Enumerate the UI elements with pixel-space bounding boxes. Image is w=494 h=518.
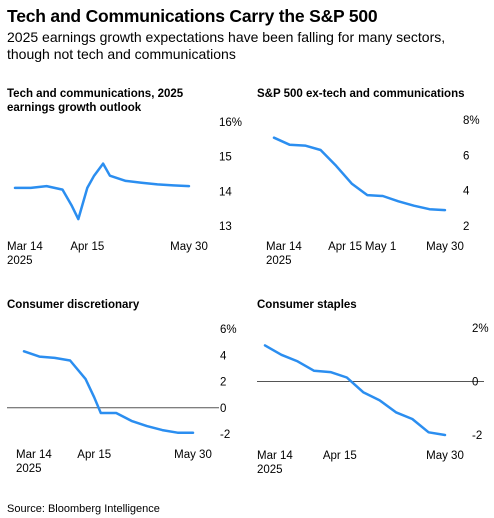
x-tick-label: Mar 14 2025 bbox=[266, 241, 302, 267]
panel-title: Consumer discretionary bbox=[7, 299, 140, 311]
panel-consumer-discretionary: Consumer discretionary 6% 4 2 0 -2 Mar 14 2025… bbox=[7, 298, 247, 488]
x-tick-label: Apr 15 bbox=[328, 241, 362, 253]
chart-svg: 6% 4 2 0 -2 Mar 14 2025 Apr 15 May 30 bbox=[7, 324, 237, 475]
series-line bbox=[22, 350, 195, 434]
y-tick-label: -2 bbox=[220, 429, 230, 441]
chart-svg: 16% 15 14 13 Mar 14 2025 Apr 15 May 30 bbox=[7, 117, 242, 267]
y-tick-label: 16% bbox=[219, 117, 242, 129]
y-tick-label: 2 bbox=[463, 221, 469, 233]
chart-svg: 2% 0 -2 Mar 14 2025 Apr 15 May 30 bbox=[257, 323, 489, 476]
panel-title: Tech and communications, 2025 earnings g… bbox=[7, 88, 184, 114]
x-tick-label: May 30 bbox=[170, 241, 208, 253]
panel-title: Consumer staples bbox=[257, 299, 357, 311]
series-line bbox=[263, 344, 447, 437]
y-tick-label: 0 bbox=[472, 377, 478, 389]
y-tick-label: 6 bbox=[463, 150, 469, 162]
y-tick-label: 6% bbox=[220, 324, 237, 336]
panel-sp500-ex-tech: S&P 500 ex-tech and communications 8% 6 4 2… bbox=[257, 87, 487, 277]
y-tick-label: 8% bbox=[463, 115, 480, 127]
x-tick-label: May 30 bbox=[426, 241, 464, 253]
y-tick-label: 15 bbox=[219, 152, 232, 164]
x-tick-label: May 30 bbox=[426, 450, 464, 462]
panel-title: S&P 500 ex-tech and communications bbox=[257, 88, 465, 100]
y-tick-label: 0 bbox=[220, 403, 226, 415]
x-tick-label: Apr 15 bbox=[77, 449, 111, 461]
chart-title: Tech and Communications Carry the S&P 50… bbox=[7, 6, 378, 26]
x-tick-label: May 30 bbox=[174, 449, 212, 461]
x-tick-label: May 1 bbox=[365, 241, 396, 253]
panel-tech-communications: Tech and communications, 2025 earnings g… bbox=[7, 87, 247, 277]
x-tick-label: Mar 14 2025 bbox=[257, 450, 293, 476]
series-line bbox=[272, 136, 447, 212]
chart-subtitle: 2025 earnings growth expectations have b… bbox=[7, 29, 446, 62]
chart-svg: 8% 6 4 2 Mar 14 2025 Apr 15 May 1 May 30 bbox=[266, 115, 480, 267]
y-tick-label: 2% bbox=[472, 323, 489, 335]
source-note: Source: Bloomberg Intelligence bbox=[7, 503, 160, 515]
y-tick-label: 2 bbox=[220, 377, 226, 389]
panel-consumer-staples: Consumer staples 2% 0 -2 Mar 14 2025 Apr 15 Ma… bbox=[257, 298, 489, 488]
x-tick-label: Apr 15 bbox=[70, 241, 104, 253]
x-tick-label: Mar 14 2025 bbox=[16, 449, 52, 475]
y-tick-label: -2 bbox=[472, 430, 482, 442]
y-tick-label: 4 bbox=[220, 350, 227, 362]
y-tick-label: 13 bbox=[219, 221, 232, 233]
x-tick-label: Apr 15 bbox=[323, 450, 357, 462]
y-tick-label: 14 bbox=[219, 186, 232, 198]
y-tick-label: 4 bbox=[463, 186, 470, 198]
x-tick-label: Mar 14 2025 bbox=[7, 241, 43, 267]
series-line bbox=[13, 162, 191, 221]
